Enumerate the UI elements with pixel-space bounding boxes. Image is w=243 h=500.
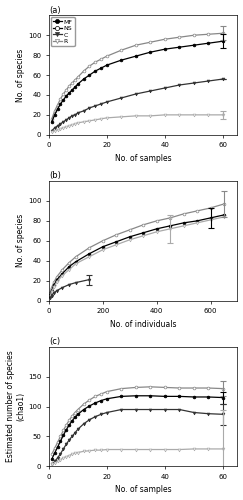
Text: (c): (c) — [49, 337, 60, 346]
X-axis label: No. of samples: No. of samples — [115, 154, 172, 163]
Y-axis label: No. of species: No. of species — [16, 214, 25, 268]
Legend: MF, NS, C, R: MF, NS, C, R — [51, 17, 75, 46]
Y-axis label: Estimated number of species
(chao1): Estimated number of species (chao1) — [6, 350, 25, 463]
Text: (a): (a) — [49, 6, 61, 15]
Y-axis label: No. of species: No. of species — [16, 48, 25, 102]
Text: (b): (b) — [49, 172, 61, 180]
X-axis label: No. of samples: No. of samples — [115, 486, 172, 494]
X-axis label: No. of individuals: No. of individuals — [110, 320, 176, 328]
